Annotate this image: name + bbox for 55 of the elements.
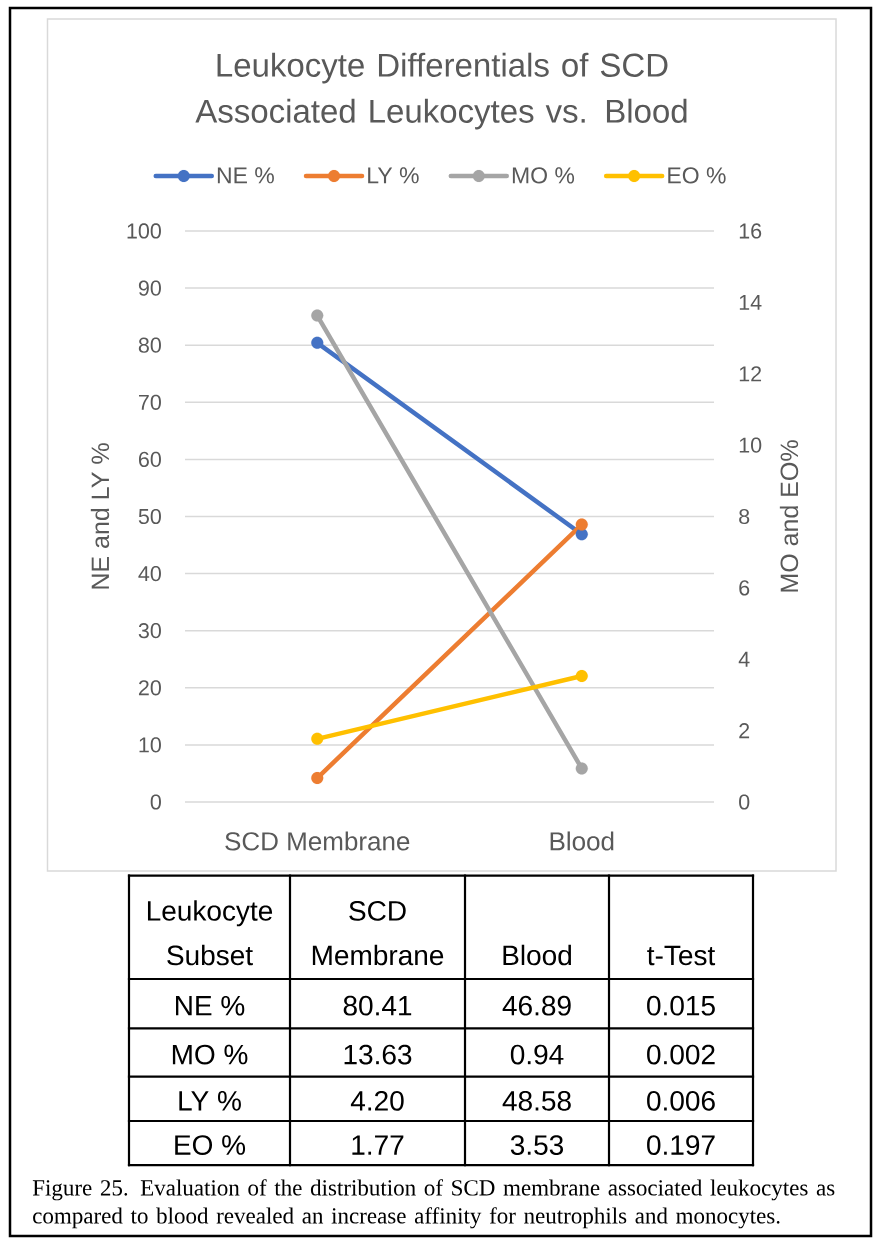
legend-label: LY % bbox=[368, 167, 419, 184]
legend-label: MO % bbox=[512, 167, 575, 184]
y2-tick-label: 0 bbox=[739, 794, 750, 810]
text: LY % bbox=[179, 1091, 241, 1111]
y-axis-title: NE and LY % bbox=[90, 443, 110, 589]
point bbox=[575, 669, 588, 683]
point bbox=[311, 336, 324, 349]
y-tick-label: 0 bbox=[150, 794, 161, 810]
y2-tick-label: 8 bbox=[739, 508, 750, 525]
y-tick-label: 60 bbox=[138, 451, 161, 467]
text: 0.197 bbox=[647, 1135, 715, 1155]
y-tick-label: 100 bbox=[127, 223, 161, 239]
text: Leukocyte Subset bbox=[147, 900, 273, 966]
text: 0.015 bbox=[647, 995, 715, 1016]
text: MO % bbox=[172, 1044, 248, 1065]
chart-title: Leukocyte Differentials of SCD Associated Leukocytes vs. Blood bbox=[195, 52, 687, 130]
y-tick-label: 90 bbox=[138, 280, 161, 296]
y-tick-label: 70 bbox=[139, 394, 161, 410]
data-label: 1.77 bbox=[352, 1135, 404, 1155]
y-tick-label: 30 bbox=[138, 623, 161, 639]
data-label: 0.94 bbox=[510, 1044, 564, 1065]
text: 0.002 bbox=[647, 1044, 715, 1065]
y-tick-label: 50 bbox=[138, 508, 161, 525]
y2-tick-label: 16 bbox=[739, 223, 762, 239]
point bbox=[575, 762, 588, 775]
y-tick-label: 40 bbox=[138, 565, 161, 582]
data-label: 80.41 bbox=[343, 995, 412, 1016]
y-tick-label: 80 bbox=[138, 337, 161, 353]
text: t-Test bbox=[647, 945, 716, 966]
legend-label: EO % bbox=[668, 167, 726, 184]
y2-tick-label: 6 bbox=[739, 580, 750, 596]
category-label: Blood bbox=[503, 944, 571, 966]
data-label: 48.58 bbox=[502, 1090, 571, 1111]
text: 0.006 bbox=[647, 1090, 715, 1111]
data-label: 46.89 bbox=[502, 995, 571, 1016]
category-label: SCD Membrane bbox=[312, 900, 444, 966]
caption: Figure 25. Evaluation of the distribution of SCD membrane associated leukocytes as compared to blood revealed an increase affinity for neutrophils and monocytes. bbox=[32, 1179, 835, 1229]
y2-tick-label: 14 bbox=[739, 294, 762, 310]
point bbox=[311, 309, 324, 322]
point bbox=[311, 732, 324, 745]
text: NE % bbox=[176, 995, 245, 1016]
text: EO % bbox=[175, 1135, 246, 1155]
data-label: 4.20 bbox=[350, 1090, 404, 1111]
data-label: 13.63 bbox=[344, 1044, 412, 1065]
y-tick-label: 20 bbox=[138, 680, 161, 696]
y2-tick-label: 2 bbox=[739, 723, 750, 739]
y2-axis-title: MO and EO% bbox=[779, 440, 799, 592]
y2-tick-label: 12 bbox=[739, 366, 762, 382]
y-tick-label: 10 bbox=[139, 737, 161, 753]
y2-tick-label: 4 bbox=[738, 651, 750, 667]
point bbox=[311, 771, 324, 785]
y2-tick-label: 10 bbox=[739, 437, 762, 453]
point bbox=[575, 518, 588, 531]
legend-label: NE % bbox=[217, 167, 274, 184]
data-label: 3.53 bbox=[510, 1135, 564, 1155]
